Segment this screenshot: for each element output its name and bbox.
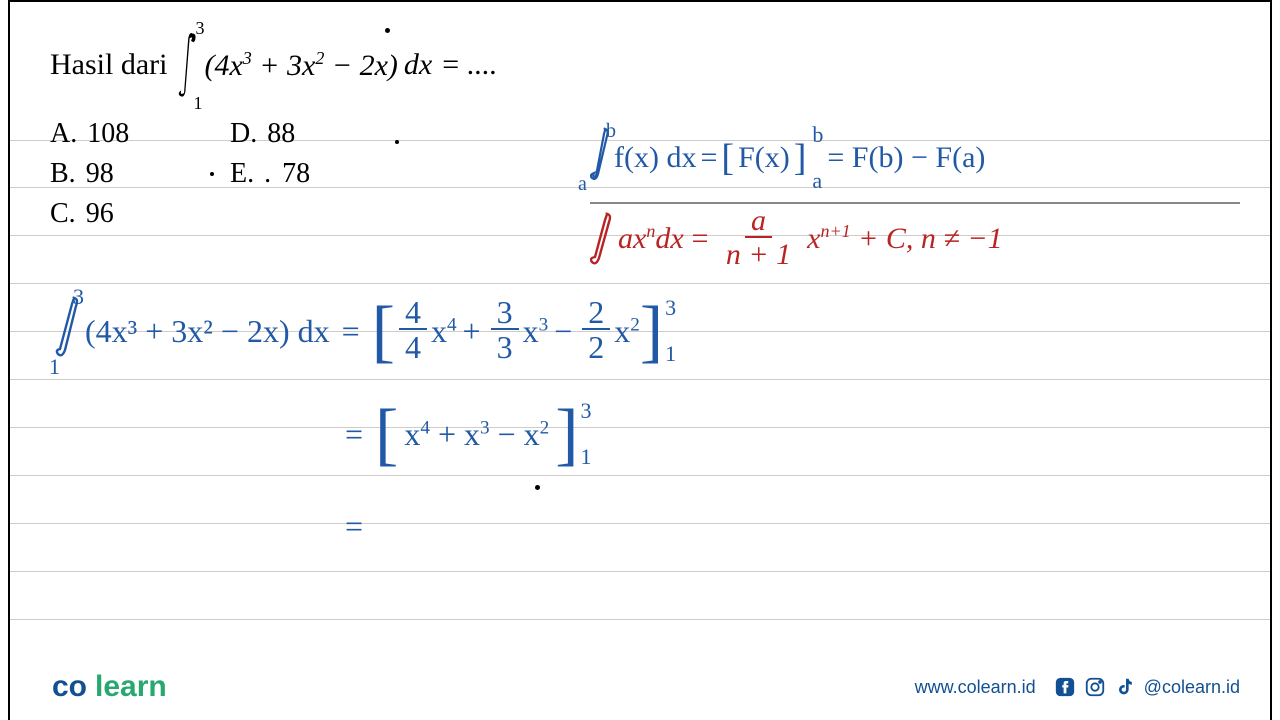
facebook-icon bbox=[1054, 676, 1076, 698]
instagram-icon bbox=[1084, 676, 1106, 698]
footer-handle: @colearn.id bbox=[1144, 677, 1240, 698]
solution-work: 3 1 (4x³ + 3x² − 2x) dx = [ 44 x4 + 33 x… bbox=[55, 294, 1240, 575]
question-prefix: Hasil dari bbox=[50, 48, 167, 82]
social-links: @colearn.id bbox=[1054, 676, 1240, 698]
option-c: C.96 bbox=[50, 198, 230, 230]
power-rule-formula: axndx = an + 1 xn+1 + C, n ≠ −1 bbox=[590, 206, 1003, 271]
dot-mark bbox=[535, 485, 540, 490]
option-e: E..78 bbox=[230, 158, 410, 190]
integral-sign-icon bbox=[590, 211, 612, 267]
dot-mark bbox=[210, 172, 214, 176]
work-step-2: = [ x4 + x3 − x2 ] 31 bbox=[345, 398, 1240, 470]
option-b: B.98 bbox=[50, 158, 230, 190]
work-step-3: = bbox=[345, 508, 1240, 545]
option-d: D.88 bbox=[230, 118, 410, 150]
dx: dx bbox=[404, 48, 432, 82]
colearn-logo: colearn bbox=[52, 670, 167, 704]
footer: colearn www.colearn.id @colearn.id bbox=[0, 670, 1280, 704]
definite-integral: 3 1 (4x3 + 3x2 − 2x) dx bbox=[167, 30, 432, 100]
work-step-1: 3 1 (4x³ + 3x² − 2x) dx = [ 44 x4 + 33 x… bbox=[55, 294, 1240, 368]
dot-mark bbox=[385, 28, 390, 33]
option-a: A.108 bbox=[50, 118, 230, 150]
formula-reference: a b f(x) dx = [ F(x) ] ba = F(b) − F(a) … bbox=[590, 122, 1240, 271]
int-upper-bound: 3 bbox=[195, 18, 204, 39]
int-lower-bound: 1 bbox=[193, 93, 202, 114]
tiktok-icon bbox=[1114, 676, 1136, 698]
dot-mark bbox=[395, 140, 399, 144]
question-suffix: = .... bbox=[442, 48, 496, 82]
question-text: Hasil dari 3 1 (4x3 + 3x2 − 2x) dx = ...… bbox=[50, 30, 1240, 100]
footer-url: www.colearn.id bbox=[915, 677, 1036, 698]
definite-integral-formula: a b f(x) dx = [ F(x) ] ba = F(b) − F(a) bbox=[590, 122, 1240, 194]
integral-sign-icon bbox=[177, 30, 198, 100]
